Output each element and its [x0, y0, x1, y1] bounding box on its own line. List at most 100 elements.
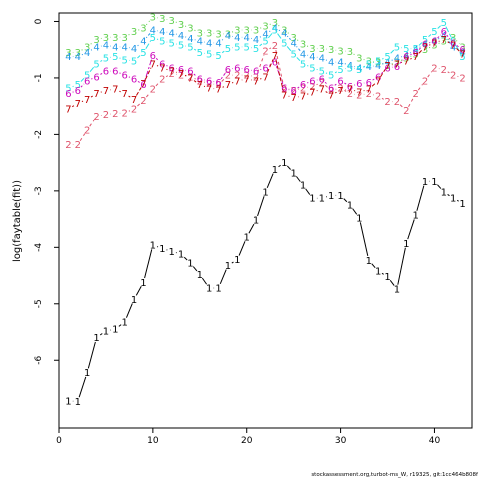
series-1-segment [257, 196, 265, 217]
series-1-point: 1 [253, 216, 259, 227]
series-5-segment [194, 48, 197, 51]
series-4-point: 4 [150, 25, 156, 36]
series-2-point: 2 [84, 125, 90, 136]
series-5-point: 5 [300, 59, 306, 70]
series-1-point: 1 [75, 397, 81, 408]
series-1-point: 1 [103, 326, 109, 337]
series-7-point: 7 [84, 95, 90, 106]
series-2-point: 2 [422, 76, 428, 87]
series-6-point: 6 [431, 37, 437, 48]
series-3-point: 3 [103, 33, 109, 44]
series-5-point: 5 [337, 65, 343, 76]
series-4-point: 4 [450, 42, 456, 53]
series-5-point: 5 [140, 48, 146, 59]
y-tick-label: -4 [34, 243, 44, 252]
series-5-point: 5 [187, 42, 193, 53]
series-6-segment [437, 34, 442, 39]
series-4-segment [296, 46, 301, 52]
series-5-point: 5 [262, 37, 268, 48]
series-2-point: 2 [262, 46, 268, 57]
series-1-point: 1 [412, 211, 418, 222]
series-3-point: 3 [422, 45, 428, 56]
series-4-point: 4 [65, 52, 71, 63]
series-7-point: 7 [206, 84, 212, 95]
series-4: 4 4 44 4 4 4 444 4 4 4 4 4 4 44 4 4 444 444 4 4 4 4 4 4 4 4 4 4 444 4… [65, 24, 466, 75]
x-tick-label: 20 [241, 436, 253, 446]
series-6-segment [372, 78, 375, 81]
y-tick-label: -6 [34, 355, 44, 364]
series-2-segment [399, 104, 404, 108]
series-5-segment [277, 33, 283, 40]
series-5-segment [267, 33, 273, 39]
series-3-segment [297, 39, 300, 42]
series-5-point: 5 [197, 48, 203, 59]
series-7-point: 7 [366, 85, 372, 96]
series-1-point: 1 [441, 187, 447, 198]
series-2-segment [427, 71, 433, 78]
series-2-point: 2 [93, 112, 99, 123]
series-1-segment [201, 277, 208, 285]
series-5-segment [221, 50, 225, 54]
series-7-segment [275, 59, 284, 91]
series-6-point: 6 [422, 40, 428, 51]
series-4-point: 4 [281, 28, 287, 39]
series-5-segment [89, 66, 95, 72]
series-3-segment [81, 48, 84, 51]
series-3-point: 3 [328, 45, 334, 56]
series-1-segment [456, 199, 459, 202]
series-4-segment [409, 51, 413, 54]
series-5-point: 5 [253, 44, 259, 55]
series-4-segment [137, 43, 141, 47]
series-6-point: 6 [150, 51, 156, 62]
series-6-point: 6 [234, 63, 240, 74]
series-1-segment [371, 263, 376, 268]
series-1-point: 1 [366, 256, 372, 267]
series-4-segment [269, 30, 272, 33]
series-4-point: 4 [140, 37, 146, 48]
series-7-point: 7 [431, 38, 437, 49]
series-1-segment [389, 279, 395, 286]
series-6-point: 6 [131, 75, 137, 86]
series-6-point: 6 [197, 75, 203, 86]
series-1-point: 1 [187, 259, 193, 270]
series-4-segment [221, 37, 225, 41]
series-2-segment [155, 82, 160, 87]
series-6-segment [418, 46, 423, 50]
series-5-point: 5 [103, 54, 109, 65]
series-4-point: 4 [215, 38, 221, 49]
series-5-point: 5 [347, 63, 353, 74]
series-2-point: 2 [75, 140, 81, 151]
series-6-point: 6 [281, 84, 287, 95]
series-7-point: 7 [168, 67, 174, 78]
series-7-point: 7 [244, 75, 250, 86]
series-3-point: 3 [272, 18, 278, 29]
series-4-point: 4 [84, 48, 90, 59]
series-6-point: 6 [375, 72, 381, 83]
series-1-point: 1 [337, 191, 343, 202]
series-2-segment [165, 75, 169, 78]
series-1-segment [305, 188, 311, 195]
series-6-point: 6 [328, 84, 334, 95]
series-1-point: 1 [450, 194, 456, 205]
series-1-segment [278, 164, 281, 168]
series-5-point: 5 [375, 56, 381, 67]
series-6-segment [399, 59, 404, 64]
series-7-point: 7 [375, 76, 381, 87]
series-4-point: 4 [197, 37, 203, 48]
series-4-segment [446, 38, 451, 44]
series-5-point: 5 [84, 71, 90, 82]
series-5-segment [362, 65, 366, 68]
series-1-segment [295, 176, 301, 182]
series-1-point: 1 [93, 333, 99, 344]
series-1-point: 1 [309, 194, 315, 205]
series-5-point: 5 [178, 41, 184, 52]
series-1-segment [416, 185, 425, 211]
series-5-point: 5 [234, 42, 240, 53]
series-5-point: 5 [206, 50, 212, 61]
series-3-point: 3 [459, 42, 465, 53]
series-5-segment [80, 77, 85, 82]
series-4-point: 4 [290, 38, 296, 49]
series-2-segment [417, 84, 423, 91]
series-5-segment [286, 46, 292, 52]
